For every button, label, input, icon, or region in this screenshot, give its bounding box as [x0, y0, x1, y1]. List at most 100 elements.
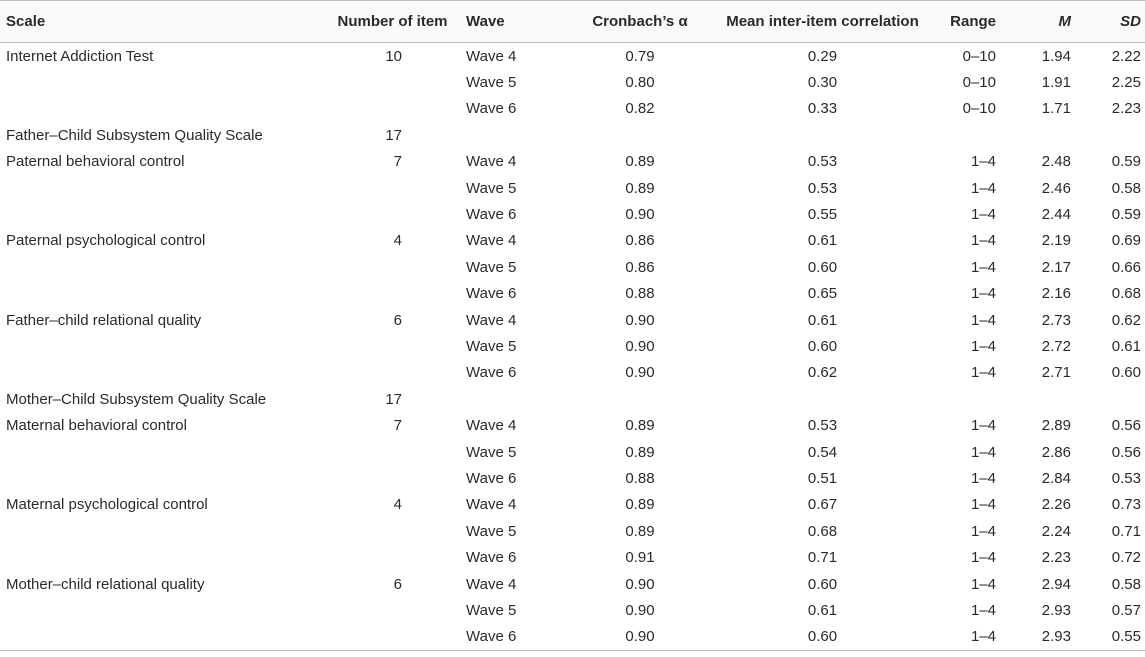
cell-cronbach-alpha: 0.90 — [625, 364, 655, 382]
cell-mean-inter-item-correlation — [715, 386, 930, 412]
cell-number-of-item: 6 — [393, 311, 402, 329]
cell-scale — [0, 201, 285, 227]
cell-cronbach-alpha: 0.86 — [625, 258, 655, 276]
cell-sd: 0.53 — [1111, 469, 1141, 487]
cell-scale: Internet Addiction Test — [6, 47, 154, 65]
cell-wave: Wave 4 — [466, 47, 517, 65]
cell-scale: Paternal behavioral control — [6, 153, 185, 171]
cell-scale — [0, 465, 285, 491]
cell-number-of-item — [285, 439, 460, 465]
cell-number-of-item — [285, 254, 460, 280]
cell-scale: Paternal psychological control — [6, 232, 206, 250]
cell-cronbach-alpha: 0.86 — [625, 232, 655, 250]
cell-cronbach-alpha: 0.89 — [625, 153, 655, 171]
cell-wave: Wave 6 — [466, 364, 517, 382]
cell-range: 1–4 — [970, 549, 996, 567]
cell-wave: Wave 5 — [466, 337, 517, 355]
cell-sd: 0.57 — [1111, 601, 1141, 619]
cell-scale — [0, 175, 285, 201]
header-cronbach-alpha: Cronbach’s α — [592, 13, 688, 30]
cell-number-of-item: 7 — [393, 153, 402, 171]
cell-scale — [0, 597, 285, 623]
table-row: Internet Addiction Test 10 Wave 4 0.79 0.29 0… — [0, 43, 1145, 70]
cell-scale: Mother–child relational quality — [6, 575, 205, 593]
cell-mean-inter-item-correlation: 0.29 — [807, 47, 838, 65]
cell-range — [930, 386, 1000, 412]
cell-sd: 0.59 — [1111, 153, 1141, 171]
cell-scale — [0, 69, 285, 95]
cell-range: 1–4 — [970, 337, 996, 355]
cell-number-of-item — [285, 360, 460, 386]
table-row: Wave 5 0.89 0.68 1–4 2.24 0.71 — [0, 518, 1145, 544]
cell-cronbach-alpha: 0.90 — [625, 337, 655, 355]
cell-sd: 0.60 — [1111, 364, 1141, 382]
header-number-of-item: Number of item — [337, 13, 448, 30]
cell-number-of-item — [285, 96, 460, 122]
cell-range: 1–4 — [970, 258, 996, 276]
cell-range: 1–4 — [970, 469, 996, 487]
cell-wave: Wave 4 — [466, 311, 517, 329]
cell-scale — [0, 254, 285, 280]
cell-number-of-item: 4 — [393, 232, 402, 250]
cell-mean-inter-item-correlation: 0.61 — [807, 311, 838, 329]
cell-sd: 0.58 — [1111, 575, 1141, 593]
cell-cronbach-alpha: 0.80 — [625, 74, 655, 92]
cell-cronbach-alpha: 0.91 — [625, 549, 655, 567]
cell-wave — [460, 122, 565, 148]
cell-wave: Wave 5 — [466, 522, 517, 540]
cell-wave: Wave 4 — [466, 232, 517, 250]
cell-sd: 0.56 — [1111, 443, 1141, 461]
table-row: Wave 5 0.86 0.60 1–4 2.17 0.66 — [0, 254, 1145, 280]
table-row: Wave 6 0.90 0.60 1–4 2.93 0.55 — [0, 624, 1145, 651]
cell-number-of-item — [285, 544, 460, 570]
cell-number-of-item — [285, 175, 460, 201]
table-row: Mother–Child Subsystem Quality Scale 17 — [0, 386, 1145, 412]
cell-cronbach-alpha: 0.89 — [625, 417, 655, 435]
header-row: Scale Number of item Wave Cronbach’s α M… — [0, 0, 1145, 43]
table-body: Internet Addiction Test 10 Wave 4 0.79 0.29 0… — [0, 43, 1145, 651]
cell-number-of-item — [285, 69, 460, 95]
table-row: Wave 6 0.90 0.55 1–4 2.44 0.59 — [0, 201, 1145, 227]
cell-range: 1–4 — [970, 364, 996, 382]
cell-mean: 1.94 — [1041, 47, 1071, 65]
cell-range: 1–4 — [970, 285, 996, 303]
cell-sd: 0.66 — [1111, 258, 1141, 276]
cell-wave: Wave 5 — [466, 443, 517, 461]
cell-mean-inter-item-correlation: 0.60 — [807, 258, 838, 276]
cell-mean-inter-item-correlation: 0.65 — [807, 285, 838, 303]
cell-number-of-item — [285, 624, 460, 651]
cell-mean-inter-item-correlation: 0.68 — [807, 522, 838, 540]
cell-wave: Wave 5 — [466, 258, 517, 276]
table-row: Mother–child relational quality 6 Wave 4 0.… — [0, 571, 1145, 597]
cell-mean: 2.26 — [1041, 496, 1071, 514]
cell-scale — [0, 439, 285, 465]
header-wave: Wave — [466, 13, 505, 30]
cell-mean: 2.72 — [1041, 337, 1071, 355]
cell-mean-inter-item-correlation: 0.60 — [807, 575, 838, 593]
cell-mean-inter-item-correlation: 0.54 — [807, 443, 838, 461]
cell-number-of-item: 6 — [393, 575, 402, 593]
cell-mean: 1.71 — [1041, 100, 1071, 118]
cell-mean: 2.94 — [1041, 575, 1071, 593]
cell-number-of-item — [285, 597, 460, 623]
cell-cronbach-alpha: 0.79 — [625, 47, 655, 65]
cell-range: 1–4 — [970, 206, 996, 224]
cell-mean: 2.73 — [1041, 311, 1071, 329]
cell-wave: Wave 5 — [466, 179, 517, 197]
cell-sd: 2.22 — [1111, 47, 1141, 65]
cell-mean-inter-item-correlation: 0.30 — [807, 74, 838, 92]
cell-cronbach-alpha: 0.89 — [625, 522, 655, 540]
table-row: Father–Child Subsystem Quality Scale 17 — [0, 122, 1145, 148]
cell-wave — [460, 386, 565, 412]
cell-range — [930, 122, 1000, 148]
cell-range: 1–4 — [970, 628, 996, 646]
header-sd: SD — [1120, 13, 1141, 30]
cell-range: 1–4 — [970, 417, 996, 435]
table-row: Wave 5 0.89 0.54 1–4 2.86 0.56 — [0, 439, 1145, 465]
header-mean-inter-item-correlation: Mean inter-item correlation — [726, 13, 919, 30]
cell-cronbach-alpha — [565, 386, 715, 412]
cell-scale: Maternal psychological control — [6, 496, 208, 514]
cell-mean: 1.91 — [1041, 74, 1071, 92]
cell-mean: 2.84 — [1041, 469, 1071, 487]
cell-mean: 2.46 — [1041, 179, 1071, 197]
